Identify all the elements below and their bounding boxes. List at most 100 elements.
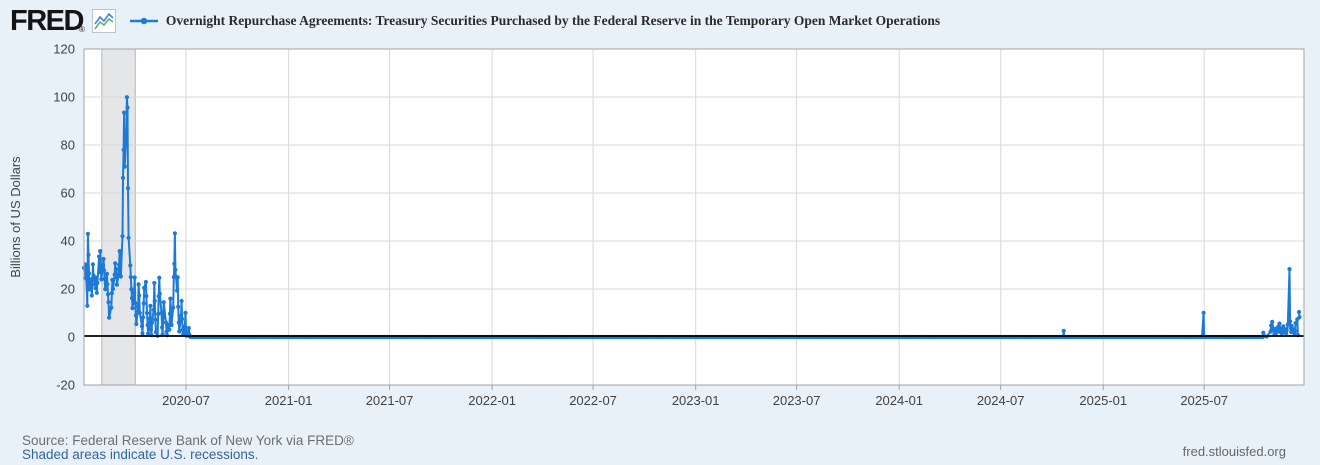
series-title: Overnight Repurchase Agreements: Treasur… xyxy=(165,13,941,28)
y-tick-label: 0 xyxy=(68,330,75,345)
data-point xyxy=(133,313,138,318)
data-point xyxy=(140,331,145,336)
data-point xyxy=(167,327,172,332)
x-tick-label: 2024-01 xyxy=(875,393,923,408)
data-point xyxy=(169,322,174,328)
data-point xyxy=(186,326,191,331)
data-point xyxy=(1296,309,1302,315)
data-point xyxy=(128,274,133,280)
data-point xyxy=(141,315,146,320)
source-text: Source: Federal Reserve Bank of New York… xyxy=(22,433,354,448)
data-point xyxy=(109,291,114,296)
data-point xyxy=(176,320,181,325)
data-point xyxy=(1287,267,1292,272)
data-point xyxy=(97,254,102,259)
data-point xyxy=(172,231,177,236)
data-point xyxy=(183,330,189,335)
data-point xyxy=(1277,321,1282,326)
data-point xyxy=(114,282,119,287)
data-point xyxy=(122,164,127,169)
x-tick-label: 2023-01 xyxy=(672,393,720,408)
data-point xyxy=(180,327,185,332)
data-point xyxy=(86,271,92,276)
fred-chart-icon xyxy=(91,9,116,33)
data-point xyxy=(94,275,99,280)
data-point xyxy=(110,286,116,292)
x-tick-label: 2025-07 xyxy=(1180,393,1228,408)
data-point xyxy=(125,186,131,191)
data-point xyxy=(120,175,126,180)
data-point xyxy=(143,279,148,285)
data-point xyxy=(156,311,161,317)
x-tick-label: 2021-01 xyxy=(265,393,313,408)
data-point xyxy=(141,301,146,306)
data-point xyxy=(104,271,109,276)
data-point xyxy=(118,274,123,279)
data-point xyxy=(124,95,129,100)
data-point xyxy=(118,263,123,268)
data-point xyxy=(175,288,180,293)
data-point xyxy=(129,296,135,301)
data-point xyxy=(161,300,166,305)
y-tick-label: 100 xyxy=(53,90,75,105)
data-point xyxy=(147,316,152,321)
data-point xyxy=(176,304,181,309)
data-point xyxy=(180,316,185,322)
data-point xyxy=(137,310,142,316)
data-point xyxy=(126,235,131,240)
fred-logo[interactable]: FRED xyxy=(10,4,84,37)
data-point xyxy=(139,324,145,329)
x-tick-label: 2024-07 xyxy=(977,393,1025,408)
x-tick-label: 2022-07 xyxy=(569,393,617,408)
data-point xyxy=(157,275,162,280)
data-point xyxy=(93,286,98,291)
data-point xyxy=(146,331,151,336)
data-point xyxy=(148,303,153,308)
data-point xyxy=(1297,315,1302,320)
data-point xyxy=(1270,319,1275,324)
data-point xyxy=(133,301,138,306)
x-tick-label: 2025-01 xyxy=(1079,393,1127,408)
data-point xyxy=(117,249,122,254)
series-legend-key xyxy=(129,17,158,25)
data-point xyxy=(124,128,129,133)
fred-site-text: fred.stlouisfed.org xyxy=(1182,444,1286,459)
data-point xyxy=(145,322,150,328)
y-tick-label: -20 xyxy=(56,378,75,393)
data-point xyxy=(168,296,173,301)
data-point xyxy=(152,298,157,304)
data-point xyxy=(1261,330,1266,335)
data-point xyxy=(98,249,103,254)
data-point xyxy=(113,275,118,280)
data-point xyxy=(107,315,112,320)
data-point xyxy=(125,105,130,110)
data-point xyxy=(148,327,153,332)
data-point xyxy=(1281,324,1286,329)
data-point xyxy=(130,306,135,311)
data-point xyxy=(1293,328,1298,333)
data-point xyxy=(129,287,134,292)
fred-logo-registered-mark: ® xyxy=(78,24,85,34)
data-point xyxy=(171,274,176,280)
recession-band xyxy=(101,49,136,385)
data-point xyxy=(153,317,158,322)
data-point xyxy=(149,320,155,325)
y-tick-label: 60 xyxy=(61,186,75,201)
y-tick-label: 20 xyxy=(61,282,75,297)
data-point xyxy=(132,290,137,295)
data-point xyxy=(183,310,188,315)
data-point xyxy=(168,309,174,315)
recession-note-link[interactable]: Shaded areas indicate U.S. recessions. xyxy=(22,447,259,462)
data-point xyxy=(1289,323,1294,329)
data-point xyxy=(105,292,111,297)
data-point xyxy=(97,270,102,275)
data-point xyxy=(152,280,157,286)
data-point xyxy=(137,293,142,298)
data-point xyxy=(161,315,166,320)
data-point xyxy=(103,287,108,292)
data-point xyxy=(110,277,115,282)
x-tick-label: 2020-07 xyxy=(162,393,210,408)
data-point xyxy=(179,298,184,304)
